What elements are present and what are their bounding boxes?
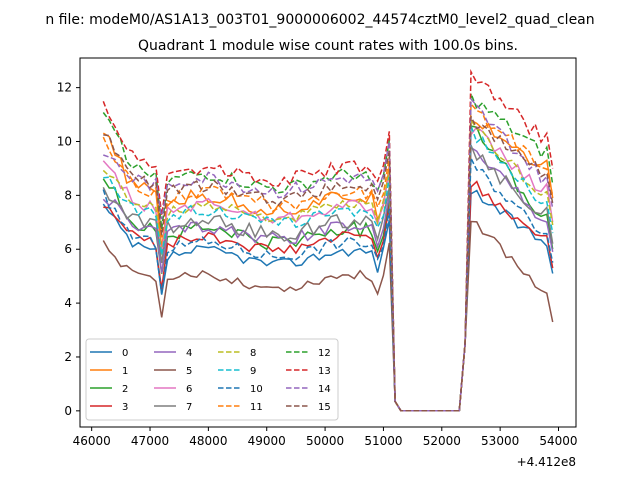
legend-label-3: 3 bbox=[122, 402, 128, 413]
legend-label-14: 14 bbox=[318, 384, 331, 395]
series-layer bbox=[102, 68, 554, 412]
x-tick-label: 51000 bbox=[364, 434, 402, 448]
y-axis: 0 2 4 6 8 10 12 bbox=[57, 81, 80, 418]
legend-label-6: 6 bbox=[186, 384, 192, 395]
series-line-4 bbox=[102, 146, 554, 412]
legend-label-2: 2 bbox=[122, 384, 128, 395]
legend-label-8: 8 bbox=[250, 348, 256, 359]
series-line-13 bbox=[102, 68, 554, 412]
y-tick-label: 12 bbox=[57, 81, 72, 95]
series-line-12 bbox=[102, 93, 554, 412]
series-line-10 bbox=[102, 157, 554, 412]
series-line-9 bbox=[103, 125, 554, 412]
series-line-1 bbox=[102, 119, 554, 412]
legend-label-0: 0 bbox=[122, 348, 128, 359]
x-offset-label: +4.412e8 bbox=[517, 455, 576, 469]
y-tick-label: 8 bbox=[64, 188, 72, 202]
legend-label-5: 5 bbox=[186, 366, 192, 377]
series-line-15 bbox=[103, 116, 554, 412]
y-tick-label: 4 bbox=[64, 296, 72, 310]
x-tick-label: 50000 bbox=[306, 434, 344, 448]
y-tick-label: 6 bbox=[64, 242, 72, 256]
series-line-14 bbox=[103, 97, 554, 412]
y-tick-label: 10 bbox=[57, 134, 72, 148]
x-tick-label: 52000 bbox=[423, 434, 461, 448]
x-tick-label: 53000 bbox=[481, 434, 519, 448]
figure-suptitle: n file: modeM0/AS1A13_003T01_9000006002_… bbox=[45, 12, 594, 28]
x-tick-label: 48000 bbox=[189, 434, 227, 448]
series-line-8 bbox=[102, 117, 554, 412]
legend-box bbox=[85, 338, 339, 421]
legend-label-7: 7 bbox=[186, 402, 192, 413]
legend-label-4: 4 bbox=[186, 348, 192, 359]
series-line-0 bbox=[102, 189, 554, 412]
chart-title: Quadrant 1 module wise count rates with … bbox=[138, 38, 518, 54]
series-line-5 bbox=[102, 220, 554, 412]
series-line-7 bbox=[102, 144, 554, 412]
x-tick-label: 49000 bbox=[248, 434, 286, 448]
y-tick-label: 0 bbox=[64, 404, 72, 418]
x-tick-label: 54000 bbox=[539, 434, 577, 448]
axes-frame bbox=[79, 57, 577, 428]
legend-label-15: 15 bbox=[318, 402, 331, 413]
legend-label-11: 11 bbox=[250, 402, 263, 413]
y-tick-label: 2 bbox=[64, 350, 72, 364]
legend-label-12: 12 bbox=[318, 348, 331, 359]
legend-label-1: 1 bbox=[122, 366, 128, 377]
x-axis: 46000 47000 48000 49000 50000 51000 52000 53000… bbox=[73, 427, 578, 448]
legend-label-13: 13 bbox=[318, 366, 331, 377]
series-line-3 bbox=[103, 180, 554, 412]
legend-label-9: 9 bbox=[250, 366, 256, 377]
x-tick-label: 47000 bbox=[131, 434, 169, 448]
x-tick-label: 46000 bbox=[73, 434, 111, 448]
legend-label-10: 10 bbox=[250, 384, 263, 395]
